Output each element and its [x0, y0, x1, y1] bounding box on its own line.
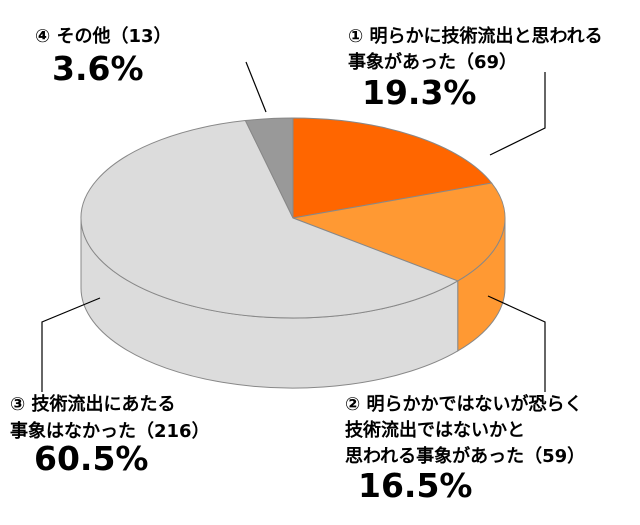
- value-label: 60.5%: [34, 439, 149, 478]
- pie-slice: [292, 117, 493, 219]
- slice-label: 事象があった（69）: [348, 51, 517, 73]
- slice-label: ④ その他（13）: [35, 25, 172, 47]
- leader-line: [487, 295, 546, 392]
- pie-slice: [80, 120, 459, 319]
- leader-line: [41, 297, 101, 392]
- pie-slice: [244, 117, 294, 219]
- slice-label: 事象はなかった（216）: [10, 420, 210, 442]
- pie-slice: [291, 182, 506, 282]
- leader-line: [489, 72, 546, 156]
- slice-label: ③ 技術流出にあたる: [10, 393, 176, 415]
- value-label: 3.6%: [52, 49, 144, 88]
- slice-label: 技術流出ではないかと: [345, 419, 525, 441]
- leader-line: [245, 61, 267, 113]
- pie: [80, 117, 506, 389]
- slice-label: ① 明らかに技術流出と思われる: [348, 25, 603, 47]
- slice-label: 思われる事象があった（59）: [345, 445, 585, 467]
- value-label: 19.3%: [362, 73, 477, 112]
- slice-label: ② 明らかかではないが恐らく: [345, 393, 583, 415]
- value-label: 16.5%: [358, 466, 473, 505]
